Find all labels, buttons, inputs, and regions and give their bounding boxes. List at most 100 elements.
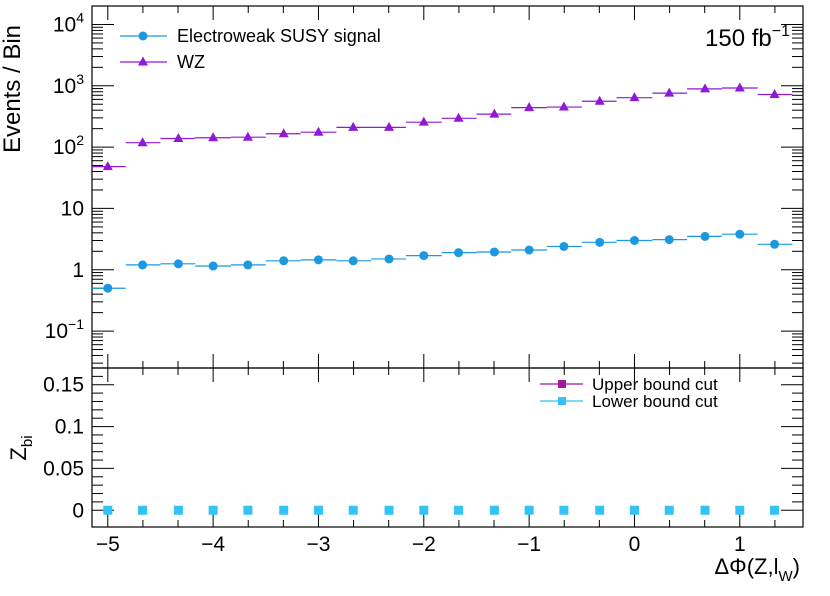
data-point: [524, 245, 534, 255]
data-point: [173, 133, 184, 143]
x-tick-label: 1: [734, 533, 746, 556]
top-y-tick-label-exponent: 3: [76, 71, 84, 87]
bottom-panel-frame: [91, 367, 804, 528]
top-y-tick-label-base: 10: [53, 136, 76, 159]
top-y-tick-label: 104: [53, 9, 84, 36]
zbi-point: [208, 505, 218, 515]
x-axis-title: ΔΦ(Z,lW): [714, 554, 800, 585]
legend-label: Upper bound cut: [592, 375, 718, 394]
top-y-tick-label: 102: [53, 132, 84, 159]
data-point: [243, 260, 253, 270]
top-legend: Electroweak SUSY signal WZ: [120, 26, 381, 72]
data-point: [734, 82, 745, 92]
data-point: [770, 239, 780, 249]
data-point: [242, 131, 253, 141]
series-lower-bound: [103, 505, 780, 515]
legend-label: Electroweak SUSY signal: [177, 26, 381, 46]
bottom-y-tick-label: 0.1: [55, 416, 84, 439]
bottom-y-axis-title: Zbi: [6, 435, 36, 460]
data-point: [348, 256, 358, 266]
data-point: [735, 229, 745, 239]
top-y-tick-label: 1: [72, 259, 84, 282]
legend-marker: [138, 31, 148, 41]
zbi-point: [559, 505, 569, 515]
zbi-point: [138, 505, 148, 515]
data-point: [418, 116, 429, 126]
data-point: [208, 132, 219, 142]
series-signal: [92, 229, 793, 293]
bottom-y-tick-label: 0.05: [43, 457, 84, 480]
zbi-point: [243, 505, 253, 515]
top-y-tick-label-exponent: 2: [76, 132, 84, 148]
data-point: [454, 248, 464, 258]
data-point: [489, 108, 500, 118]
legend-marker: [558, 380, 566, 388]
luminosity-value: 150 fb: [705, 25, 772, 52]
data-point: [559, 241, 569, 251]
x-tick-label: −4: [201, 533, 225, 556]
bottom-y-tick-label: 0: [72, 499, 84, 522]
data-point: [595, 237, 605, 247]
data-point: [664, 87, 675, 97]
bottom-y-tick-label: 0.15: [43, 374, 84, 397]
zbi-subscript: bi: [19, 435, 36, 447]
top-y-tick-label-exponent: −1: [68, 316, 84, 332]
data-point: [102, 161, 113, 171]
x-axis-title-close: ): [793, 554, 800, 579]
top-y-tick-label-base: 10: [61, 197, 84, 220]
zbi-point: [313, 505, 323, 515]
data-point: [313, 126, 324, 136]
zbi-point: [348, 505, 358, 515]
x-tick-label: −1: [517, 533, 541, 556]
data-point: [524, 102, 535, 112]
data-point: [700, 231, 710, 241]
zbi-point: [770, 505, 780, 515]
zbi-point: [735, 505, 745, 515]
data-point: [279, 256, 289, 266]
data-point: [138, 260, 148, 270]
data-point: [384, 254, 394, 264]
data-point: [208, 261, 218, 271]
top-y-tick-label: 10−1: [45, 316, 85, 343]
zbi-point: [419, 505, 429, 515]
series-wz: [92, 82, 793, 171]
x-axis-title-main: ΔΦ(Z,l: [714, 554, 778, 579]
zbi-point: [700, 505, 710, 515]
top-y-tick-label-base: 10: [45, 320, 68, 343]
luminosity-exponent: −1: [772, 23, 790, 40]
top-y-axis-title: Events / Bin: [0, 25, 26, 153]
x-tick-label: −2: [412, 533, 436, 556]
zbi-point: [664, 505, 674, 515]
data-point: [453, 112, 464, 122]
luminosity-label: 150 fb−1: [705, 23, 790, 52]
x-tick-label: −5: [96, 533, 120, 556]
x-tick-label: 0: [629, 533, 641, 556]
data-point: [313, 255, 323, 265]
zbi-point: [173, 505, 183, 515]
data-point: [173, 259, 183, 269]
legend-marker: [558, 397, 566, 405]
data-point: [489, 247, 499, 257]
data-point: [137, 137, 148, 147]
zbi-label: Z: [6, 447, 31, 460]
top-y-tick-label-base: 10: [53, 75, 76, 98]
zbi-point: [103, 505, 113, 515]
data-point: [348, 121, 359, 131]
x-axis-title-sub: W: [779, 568, 794, 585]
zbi-point: [595, 505, 605, 515]
bottom-panel: 0 0.05 0.1 0.15 −5 −4 −3 −2 −1 0 1 Zbi ΔΦ(Z,lW) U…: [6, 367, 804, 585]
data-point: [278, 128, 289, 138]
zbi-point: [279, 505, 289, 515]
legend-marker: [138, 56, 148, 66]
data-point: [629, 235, 639, 245]
data-point: [664, 235, 674, 245]
top-y-tick-label-exponent: 4: [76, 9, 84, 25]
top-y-tick-label-base: 10: [53, 13, 76, 36]
zbi-point: [384, 505, 394, 515]
data-point: [558, 101, 569, 111]
data-point: [384, 121, 395, 131]
data-point: [103, 283, 113, 293]
zbi-point: [489, 505, 499, 515]
data-point: [769, 89, 780, 99]
